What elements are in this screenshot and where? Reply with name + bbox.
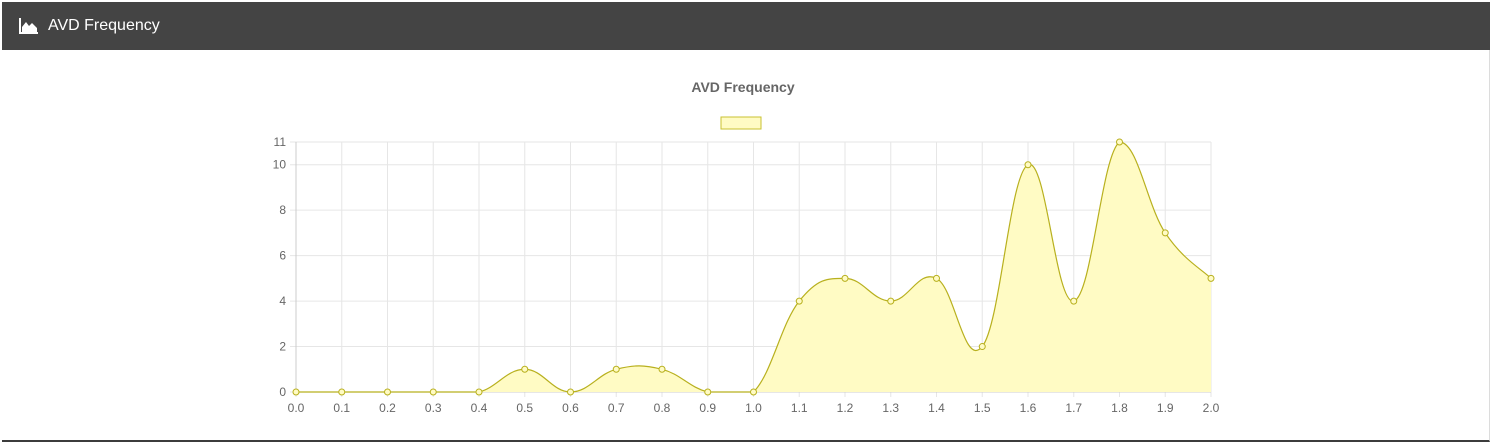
data-point[interactable] (612, 365, 620, 373)
data-point[interactable] (384, 388, 391, 396)
panel-header: AVD Frequency (2, 2, 1490, 50)
data-point[interactable] (1116, 138, 1123, 146)
panel-body: AVD Frequency 0 2 4 6 8 10 11 0.0 0.1 0.2 0.3 0.4 0… (2, 50, 1490, 440)
data-point[interactable] (841, 274, 849, 282)
area-chart-icon (19, 18, 38, 34)
x-tick-label: 1.2 (837, 401, 854, 415)
x-tick-label: 1.7 (1065, 401, 1082, 415)
x-tick-label: 0.1 (333, 401, 350, 415)
x-tick-label: 1.4 (928, 401, 945, 415)
x-tick-label: 0.7 (608, 401, 625, 415)
x-tick-label: 0.8 (654, 401, 671, 415)
series-area-fill (296, 142, 1211, 392)
data-point[interactable] (933, 274, 940, 282)
x-axis: 0.0 0.1 0.2 0.3 0.4 0.5 0.6 0.7 0.8 0.9 1.0 1.1 1.2 1… (288, 401, 1220, 415)
y-tick-label: 11 (274, 135, 287, 149)
x-tick-label: 1.1 (791, 401, 808, 415)
x-tick-label: 0.3 (425, 401, 442, 415)
x-tick-label: 1.9 (1157, 401, 1174, 415)
x-tick-label: 1.5 (974, 401, 991, 415)
x-tick-label: 0.0 (288, 401, 305, 415)
data-point[interactable] (521, 365, 529, 373)
data-point[interactable] (1207, 274, 1215, 282)
data-point[interactable] (978, 343, 986, 351)
x-tick-label: 0.2 (379, 401, 396, 415)
y-tick-label: 2 (279, 340, 286, 354)
data-point[interactable] (887, 297, 895, 305)
data-point[interactable] (292, 388, 300, 396)
data-point[interactable] (1070, 297, 1078, 305)
legend-swatch[interactable] (720, 116, 762, 130)
panel-title: AVD Frequency (48, 17, 160, 34)
x-tick-label: 0.4 (471, 401, 488, 415)
x-tick-label: 0.6 (562, 401, 579, 415)
data-point[interactable] (429, 388, 437, 396)
data-point[interactable] (1024, 161, 1032, 169)
data-point[interactable] (1161, 229, 1169, 237)
x-tick-label: 1.6 (1020, 401, 1037, 415)
y-tick-label: 6 (279, 249, 286, 263)
y-tick-label: 4 (279, 294, 286, 308)
data-point[interactable] (475, 388, 483, 396)
series-points (292, 138, 1215, 396)
x-tick-label: 0.5 (516, 401, 533, 415)
x-tick-label: 2.0 (1203, 401, 1220, 415)
y-axis: 0 2 4 6 8 10 11 (273, 135, 287, 399)
data-point[interactable] (658, 365, 666, 373)
x-tick-label: 1.3 (882, 401, 899, 415)
x-tick-label: 0.9 (699, 401, 716, 415)
data-point[interactable] (795, 297, 803, 305)
data-point[interactable] (704, 388, 712, 396)
x-tick-label: 1.0 (745, 401, 762, 415)
chart-title: AVD Frequency (691, 79, 794, 95)
y-tick-label: 0 (279, 385, 286, 399)
y-tick-label: 8 (279, 203, 286, 217)
data-point[interactable] (750, 388, 757, 396)
data-point[interactable] (567, 388, 574, 396)
data-point[interactable] (338, 388, 346, 396)
y-tick-label: 10 (273, 158, 287, 172)
x-tick-label: 1.8 (1111, 401, 1128, 415)
